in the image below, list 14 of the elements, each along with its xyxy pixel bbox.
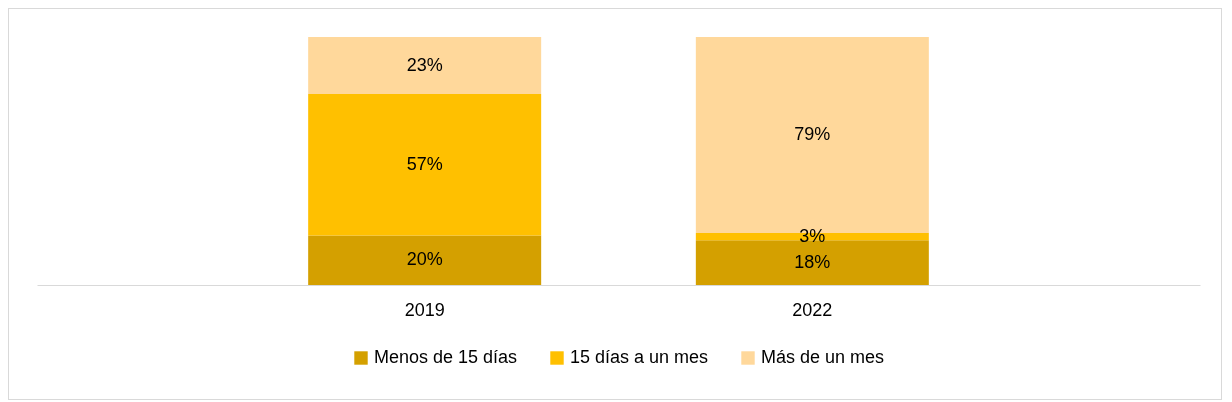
data-label: 18% [794,251,831,272]
bar [308,94,542,236]
bar [308,235,542,285]
x-tick-label: 2022 [792,299,833,320]
x-tick-label: 2019 [404,299,445,320]
legend-label: Más de un mes [761,347,885,367]
data-label: 57% [406,153,443,174]
legend-label: Menos de 15 días [374,347,518,367]
data-label: 23% [406,54,443,75]
bar [308,37,542,95]
data-label: 20% [406,249,443,270]
legend-label: 15 días a un mes [570,347,709,367]
bar [695,240,929,285]
data-label: 79% [794,123,831,144]
